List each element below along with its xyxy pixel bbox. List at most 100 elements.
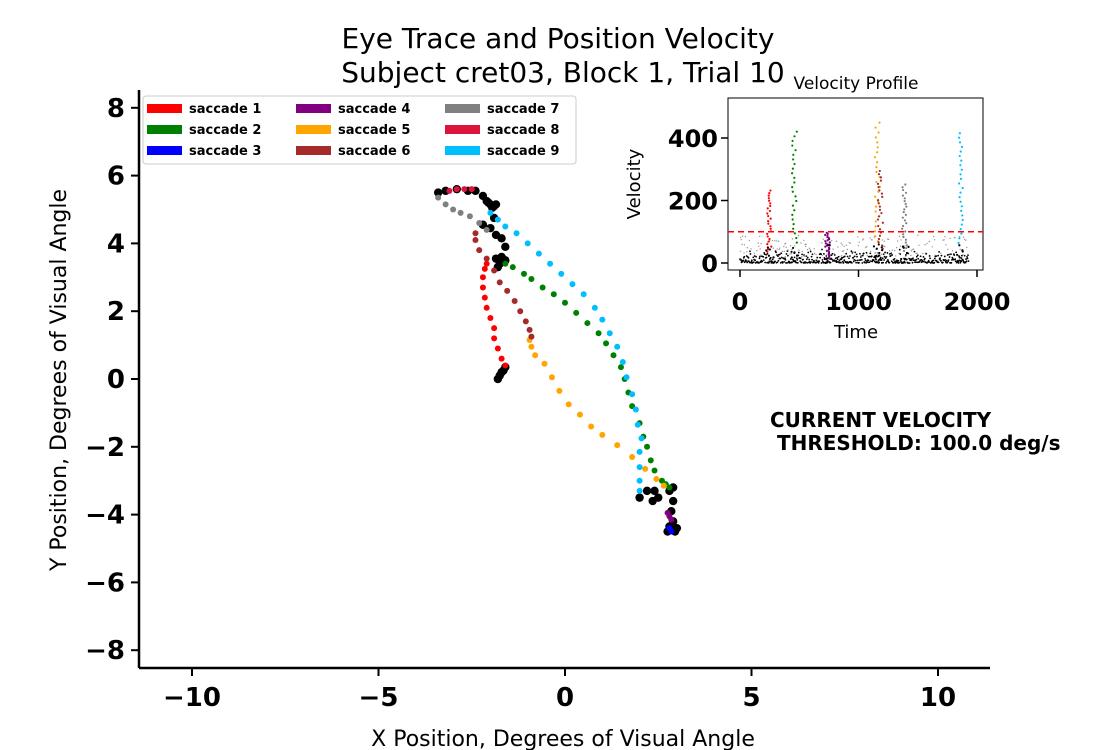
velocity-peak-base — [872, 245, 876, 248]
velocity-sample — [915, 258, 918, 261]
velocity-peak-base — [878, 254, 881, 257]
velocity-sample — [885, 261, 887, 264]
velocity-peak-point — [876, 151, 879, 154]
saccade-7-point — [457, 209, 464, 216]
velocity-sample — [964, 261, 967, 264]
velocity-sample — [771, 258, 774, 261]
velocity-sample — [837, 255, 840, 258]
velocity-sample — [886, 260, 888, 263]
saccade-9-point — [636, 464, 643, 471]
saccade-6-point — [517, 308, 524, 315]
velocity-peak-point — [878, 205, 881, 208]
velocity-sample — [868, 261, 871, 264]
velocity-peak-base — [826, 244, 829, 247]
velocity-sample — [937, 254, 940, 257]
velocity-peak-point — [874, 210, 877, 213]
velocity-sample-faint — [883, 240, 886, 242]
velocity-peak-point — [877, 173, 881, 176]
saccade-9-point — [494, 216, 501, 223]
velocity-peak-point — [960, 168, 963, 171]
velocity-peak-point — [902, 224, 905, 228]
velocity-peak-point — [793, 209, 796, 212]
velocity-sample — [864, 257, 867, 260]
velocity-sample — [795, 257, 798, 260]
velocity-peak-point — [958, 154, 961, 158]
saccade-2-point — [584, 320, 591, 327]
velocity-sample — [840, 261, 842, 264]
velocity-peak-base — [903, 258, 906, 261]
velocity-peak-point — [877, 237, 881, 241]
velocity-peak-point — [878, 215, 881, 218]
velocity-sample — [870, 255, 873, 258]
saccade-9-point — [623, 374, 630, 381]
velocity-peak-point — [905, 244, 908, 247]
velocity-sample — [836, 256, 839, 259]
velocity-peak-base — [826, 260, 829, 263]
velocity-sample — [821, 259, 824, 261]
velocity-peak-point — [878, 208, 882, 211]
velocity-peak-point — [880, 211, 883, 215]
velocity-sample-faint — [776, 240, 778, 242]
velocity-peak-point — [874, 126, 877, 129]
saccade-9-point — [513, 230, 520, 237]
velocity-peak-point — [959, 150, 962, 153]
velocity-peak-point — [873, 230, 877, 233]
velocity-sample — [763, 253, 766, 256]
velocity-sample — [893, 257, 896, 260]
velocity-sample-faint — [760, 242, 762, 245]
velocity-sample-faint — [940, 252, 942, 254]
velocity-sample — [747, 256, 750, 259]
inset-y-ticks: 0 200 400 — [668, 125, 728, 278]
velocity-peak-point — [795, 236, 798, 240]
velocity-peak-point — [876, 161, 879, 164]
velocity-peak-point — [960, 223, 963, 226]
velocity-peak-point — [904, 230, 907, 233]
velocity-peak-point — [959, 173, 962, 176]
inset-x-tick-label: 2000 — [944, 288, 1011, 316]
saccade-6-point — [472, 230, 479, 237]
velocity-sample — [811, 258, 813, 261]
velocity-sample-faint — [784, 256, 786, 258]
velocity-sample — [835, 259, 838, 262]
velocity-peak-point — [881, 244, 884, 247]
velocity-sample — [775, 251, 777, 254]
velocity-peak-point — [791, 186, 794, 189]
velocity-sample — [840, 258, 843, 261]
velocity-sample — [843, 255, 846, 258]
velocity-sample — [913, 259, 915, 262]
velocity-sample-faint — [831, 240, 833, 242]
velocity-peak-base — [874, 256, 877, 260]
velocity-sample — [869, 252, 872, 255]
velocity-peak-point — [958, 196, 961, 199]
velocity-sample — [749, 253, 752, 255]
velocity-sample-faint — [931, 246, 933, 248]
velocity-sample — [799, 257, 802, 260]
velocity-sample-faint — [758, 235, 761, 238]
saccade-5-point — [532, 352, 539, 359]
velocity-peak-point — [901, 216, 904, 219]
velocity-sample-faint — [813, 248, 815, 250]
velocity-sample — [905, 254, 907, 256]
velocity-peak-point — [881, 221, 884, 224]
velocity-sample-faint — [783, 245, 785, 248]
x-tick-label: 5 — [742, 683, 760, 713]
velocity-sample — [809, 250, 812, 253]
velocity-sample — [774, 260, 776, 263]
saccade-5-point — [548, 374, 555, 381]
velocity-sample — [820, 262, 823, 264]
velocity-peak-point — [904, 241, 907, 244]
velocity-peak-point — [903, 208, 906, 211]
velocity-peak-point — [791, 167, 795, 170]
inset-x-tick-label: 0 — [732, 288, 749, 316]
velocity-sample-faint — [798, 249, 800, 251]
saccade-2-point — [509, 264, 516, 271]
velocity-peak-point — [768, 209, 771, 213]
velocity-peak-base — [880, 258, 883, 262]
velocity-sample — [864, 259, 867, 262]
velocity-sample — [948, 253, 950, 256]
saccade-5-point — [614, 442, 621, 449]
velocity-sample — [799, 260, 802, 263]
velocity-sample — [883, 259, 885, 261]
velocity-sample — [777, 255, 779, 258]
velocity-sample — [943, 255, 946, 258]
